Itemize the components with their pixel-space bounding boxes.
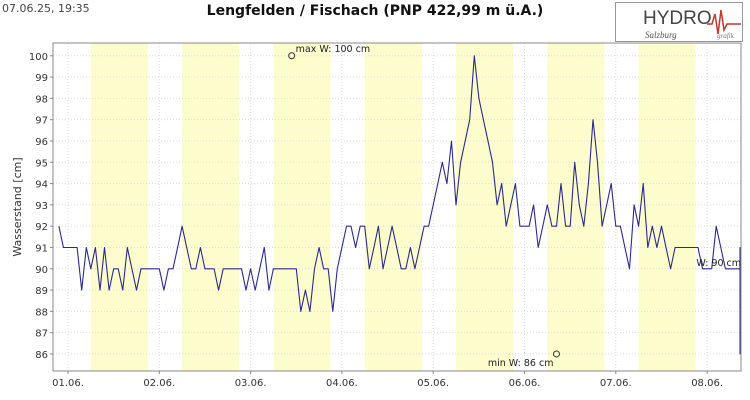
series-line-0 [58,55,741,355]
y-tick-label-90: 90 [35,265,48,276]
timestamp: 07.06.25, 19:35 [2,2,90,15]
logo-tag-text: grafik [717,32,735,40]
daytime-band-3 [364,43,422,371]
x-tick-label-4: 05.06. [417,378,449,389]
y-tick-label-98: 98 [35,94,48,105]
y-tick-label-93: 93 [35,201,48,212]
x-tick-label-2: 03.06. [235,378,267,389]
logo-main-text: HYDRO [643,8,712,29]
daytime-band-0 [90,43,148,371]
y-tick-label-99: 99 [35,73,48,84]
daytime-band-4 [456,43,514,371]
y-tick-label-89: 89 [35,286,48,297]
y-tick-label-92: 92 [35,222,48,233]
x-tick-label-7: 08.06. [691,378,723,389]
x-tick-label-5: 06.06. [509,378,541,389]
annotation-label-2: W: 90 cm [696,258,741,269]
x-tick-label-6: 07.06. [600,378,632,389]
daytime-band-1 [182,43,240,371]
y-tick-label-87: 87 [35,329,48,340]
x-tick-label-0: 01.06. [52,378,84,389]
plot-frame [52,42,742,372]
annotation-label-0: max W: 100 cm [296,44,370,55]
y-tick-label-94: 94 [35,180,48,191]
hydro-salzburg-logo: HYDRO Salzburg grafik [615,2,743,42]
y-tick-label-91: 91 [35,243,48,254]
y-tick-label-97: 97 [35,116,48,127]
y-tick-label-96: 96 [35,137,48,148]
y-tick-label-86: 86 [35,350,48,361]
chart-title: Lengfelden / Fischach (PNP 422,99 m ü.A.… [206,3,544,19]
annotation-label-1: min W: 86 cm [488,358,554,369]
daytime-band-2 [273,43,331,371]
y-axis-label: Wasserstand [cm] [11,157,24,256]
x-tick-label-1: 02.06. [143,378,175,389]
logo-wave-icon [707,9,741,35]
annotation-marker-0 [288,52,296,60]
annotation-marker-1 [552,350,560,358]
x-tick-label-3: 04.06. [326,378,358,389]
y-tick-label-95: 95 [35,158,48,169]
daytime-band-5 [547,43,605,371]
daytime-band-6 [638,43,696,371]
y-tick-label-88: 88 [35,307,48,318]
y-tick-label-100: 100 [29,52,48,63]
logo-sub-text: Salzburg [645,30,677,40]
